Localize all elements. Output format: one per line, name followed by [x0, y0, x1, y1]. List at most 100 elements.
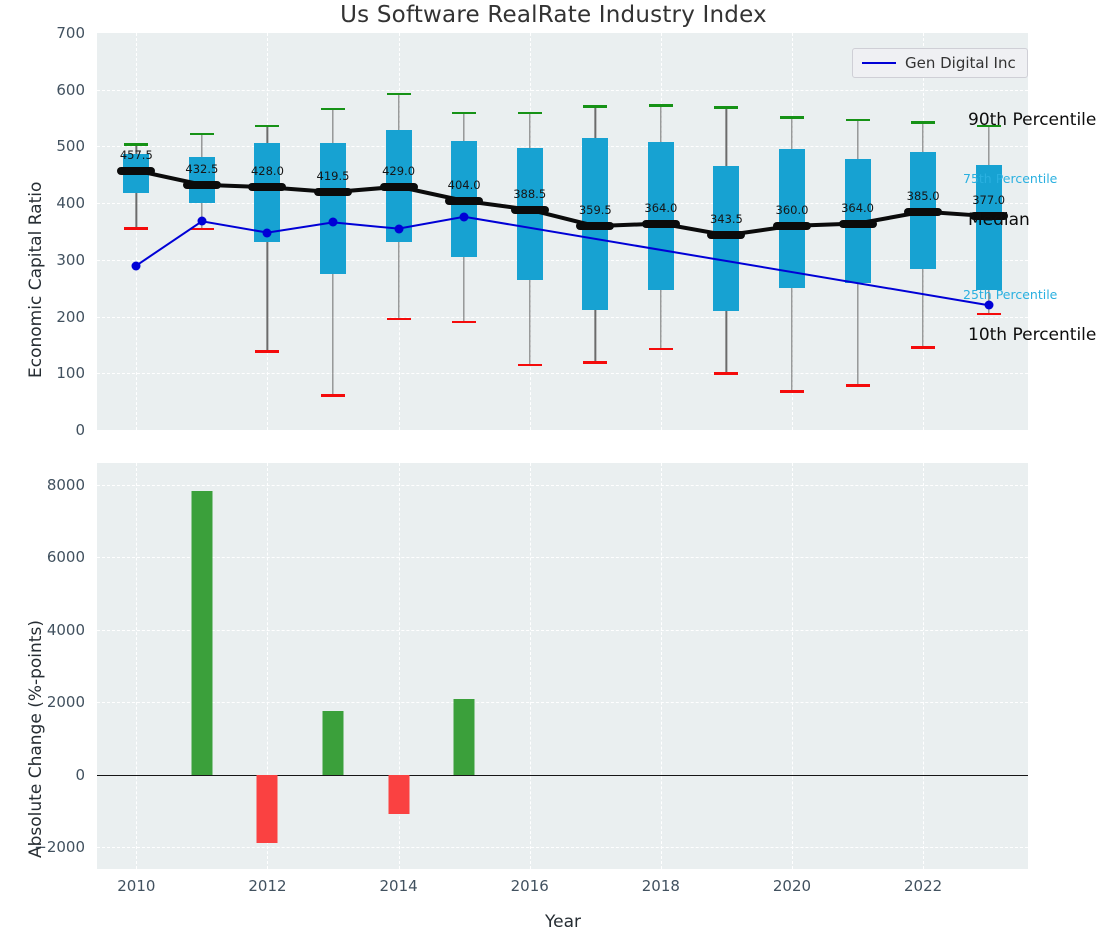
median-marker — [182, 180, 221, 189]
y-tick-label: 500 — [56, 137, 85, 156]
median-marker — [772, 221, 811, 230]
company-data-point — [262, 228, 272, 238]
median-value-label: 364.0 — [644, 200, 678, 215]
median-value-label: 360.0 — [775, 202, 809, 217]
whisker-cap-low — [321, 394, 346, 397]
change-bar-axes — [97, 463, 1028, 869]
y-tick-label: 8000 — [46, 475, 85, 494]
whisker-cap-high — [583, 105, 608, 108]
whisker-cap-high — [845, 118, 870, 122]
whisker-cap-low — [911, 346, 936, 349]
box-iqr — [254, 143, 281, 242]
legend-label: Gen Digital Inc — [905, 54, 1016, 72]
whisker-cap-low — [452, 320, 477, 324]
change-bar — [191, 490, 213, 775]
y-axis-label-bottom: Absolute Change (%-points) — [26, 620, 46, 858]
x-tick-label: 2016 — [510, 877, 549, 895]
y-tick-label: 600 — [56, 80, 85, 99]
median-value-label: 385.0 — [906, 188, 940, 203]
whisker-cap-high — [255, 124, 280, 128]
annotation-25th-percentile: 25th Percentile — [963, 287, 1058, 302]
median-marker — [838, 219, 877, 228]
company-data-point — [459, 212, 469, 222]
median-value-label: 388.5 — [513, 186, 547, 201]
company-data-point — [328, 217, 338, 227]
whisker-cap-low — [517, 363, 542, 367]
median-marker — [314, 188, 353, 197]
company-data-point — [394, 224, 404, 234]
y-tick-label: 200 — [56, 307, 85, 326]
median-value-label: 364.0 — [841, 200, 874, 215]
legend-line-icon — [862, 62, 896, 64]
y-tick-label: 4000 — [46, 620, 85, 639]
box-iqr — [647, 142, 674, 290]
y-tick-label: 700 — [56, 24, 85, 42]
median-marker — [641, 219, 680, 228]
x-tick-label: 2022 — [904, 877, 943, 895]
median-marker — [379, 182, 418, 191]
y-tick-label: 0 — [75, 765, 85, 784]
median-value-label: 377.0 — [972, 193, 1006, 208]
whisker-cap-high — [452, 111, 477, 115]
y-axis-label-top: Economic Capital Ratio — [26, 181, 46, 378]
whisker-cap-low — [124, 226, 149, 230]
box-iqr — [778, 149, 805, 288]
whisker-cap-high — [386, 92, 411, 96]
x-axis-label: Year — [545, 912, 581, 932]
median-value-label: 432.5 — [185, 161, 219, 176]
y-tick-label: 6000 — [46, 548, 85, 567]
annotation-median: Median — [968, 210, 1030, 230]
x-tick-label: 2020 — [772, 877, 812, 895]
annotation-75th-percentile: 75th Percentile — [963, 171, 1058, 186]
whisker-cap-low — [779, 390, 804, 393]
median-marker — [904, 207, 943, 216]
median-value-label: 457.5 — [119, 147, 153, 162]
whisker-cap-high — [517, 111, 542, 115]
whisker-cap-high — [976, 124, 1001, 128]
median-value-label: 419.5 — [316, 169, 350, 184]
median-value-label: 343.5 — [709, 212, 743, 227]
box-iqr — [188, 157, 215, 204]
change-bar — [453, 699, 475, 775]
box-iqr — [320, 143, 347, 275]
median-marker — [117, 166, 156, 175]
legend[interactable]: Gen Digital Inc — [852, 48, 1028, 78]
box-iqr — [516, 148, 543, 280]
whisker-cap-low — [714, 372, 739, 375]
zero-baseline — [97, 774, 1028, 777]
whisker-cap-low — [255, 350, 280, 353]
median-marker — [969, 212, 1008, 221]
annotation-90th-percentile: 90th Percentile — [968, 110, 1097, 130]
box-iqr — [975, 164, 1002, 290]
y-tick-label: 300 — [56, 250, 85, 269]
change-bar — [322, 710, 344, 775]
median-marker — [445, 196, 484, 205]
whisker-cap-low — [583, 361, 608, 364]
company-data-point — [197, 216, 207, 226]
median-marker — [707, 231, 746, 240]
company-data-point — [131, 261, 141, 271]
whisker-cap-low — [386, 317, 411, 321]
x-tick-label: 2014 — [379, 877, 418, 895]
y-tick-label: 0 — [75, 421, 85, 439]
median-marker — [510, 205, 549, 214]
change-bar — [256, 774, 278, 843]
y-tick-label: 100 — [56, 364, 85, 383]
whisker-cap-high — [911, 120, 936, 124]
whisker-cap-low — [648, 347, 673, 351]
x-tick-label: 2018 — [641, 877, 680, 895]
y-tick-label: 400 — [56, 194, 85, 213]
whisker-cap-low — [976, 312, 1001, 316]
annotation-10th-percentile: 10th Percentile — [968, 325, 1097, 345]
chart-title: Us Software RealRate Industry Index — [340, 2, 767, 28]
median-value-label: 429.0 — [382, 163, 416, 178]
whisker-cap-high — [779, 116, 804, 119]
median-marker — [248, 183, 287, 192]
x-tick-label: 2012 — [248, 877, 287, 895]
whisker-cap-low — [845, 384, 870, 387]
y-tick-label: 2000 — [46, 693, 85, 712]
company-data-point — [984, 300, 994, 310]
median-value-label: 404.0 — [447, 177, 481, 192]
